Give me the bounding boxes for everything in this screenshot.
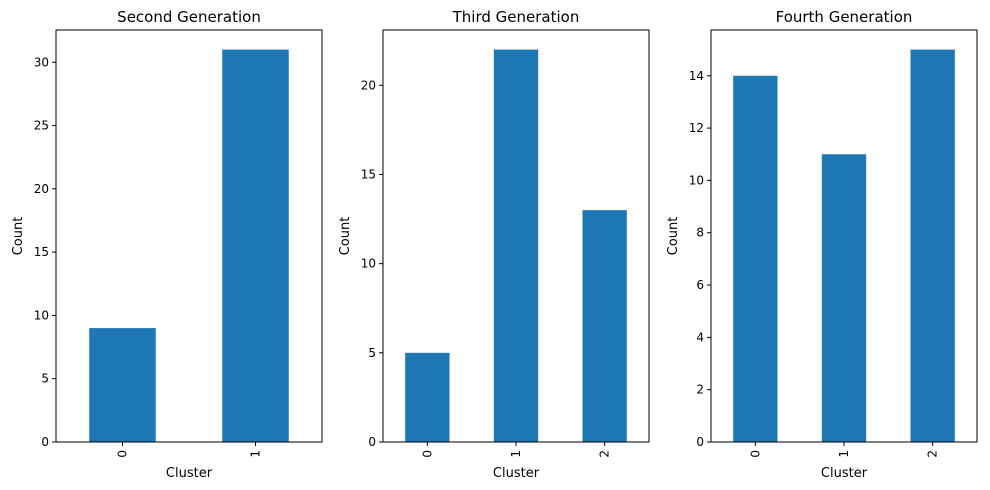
y-tick-label: 30 (34, 55, 49, 69)
y-axis-label: Count (11, 217, 26, 256)
y-tick-label: 15 (361, 167, 376, 181)
y-tick-label: 0 (41, 435, 49, 449)
chart-title: Second Generation (117, 8, 261, 26)
y-axis-label: Count (666, 217, 681, 256)
y-tick-label: 20 (361, 78, 376, 92)
x-axis-label: Cluster (493, 466, 540, 481)
y-tick-label: 10 (361, 257, 376, 271)
y-tick-label: 4 (696, 330, 704, 344)
x-axis-label: Cluster (821, 466, 868, 481)
axes-frame (55, 29, 323, 443)
y-tick-label: 0 (368, 435, 376, 449)
y-tick-label: 15 (34, 245, 49, 259)
chart-title: Fourth Generation (776, 8, 913, 26)
y-tick-label: 14 (689, 69, 704, 83)
bar-cluster-0 (89, 328, 156, 442)
y-tick-label: 12 (689, 121, 704, 135)
bar-cluster-0 (733, 75, 778, 443)
subplot-0: 0 5 10 15 20 25 30 0 1 Second Generation Cluster Co… (11, 8, 323, 481)
y-tick-label: 5 (368, 346, 376, 360)
x-axis-label: Cluster (166, 466, 213, 481)
bar-cluster-2 (910, 49, 955, 442)
x-tick-label: 0 (116, 450, 130, 458)
subplot-1: 0 5 10 15 20 0 1 2 Third Generation Cluster Count (338, 8, 650, 481)
bar-cluster-1 (821, 154, 867, 442)
y-tick-label: 8 (696, 226, 704, 240)
x-tick-label: 2 (598, 450, 612, 458)
y-axis-label: Count (338, 217, 353, 256)
x-tick-label: 1 (837, 450, 851, 458)
x-tick-label: 2 (926, 450, 940, 458)
bar-cluster-2 (582, 210, 627, 442)
y-tick-label: 20 (34, 182, 49, 196)
x-tick-label: 0 (748, 450, 762, 458)
bar-cluster-0 (405, 352, 450, 442)
y-tick-label: 0 (696, 435, 704, 449)
x-tick-label: 0 (420, 450, 434, 458)
y-tick-label: 5 (41, 372, 49, 386)
y-tick-label: 10 (689, 173, 704, 187)
y-tick-label: 2 (696, 383, 704, 397)
x-tick-label: 1 (249, 450, 263, 458)
bar-cluster-1 (222, 49, 289, 442)
chart-title: Third Generation (452, 8, 580, 26)
y-tick-label: 6 (696, 278, 704, 292)
y-tick-label: 25 (34, 119, 49, 133)
x-tick-label: 1 (509, 450, 523, 458)
bar-cluster-1 (493, 49, 539, 442)
y-tick-label: 10 (34, 308, 49, 322)
